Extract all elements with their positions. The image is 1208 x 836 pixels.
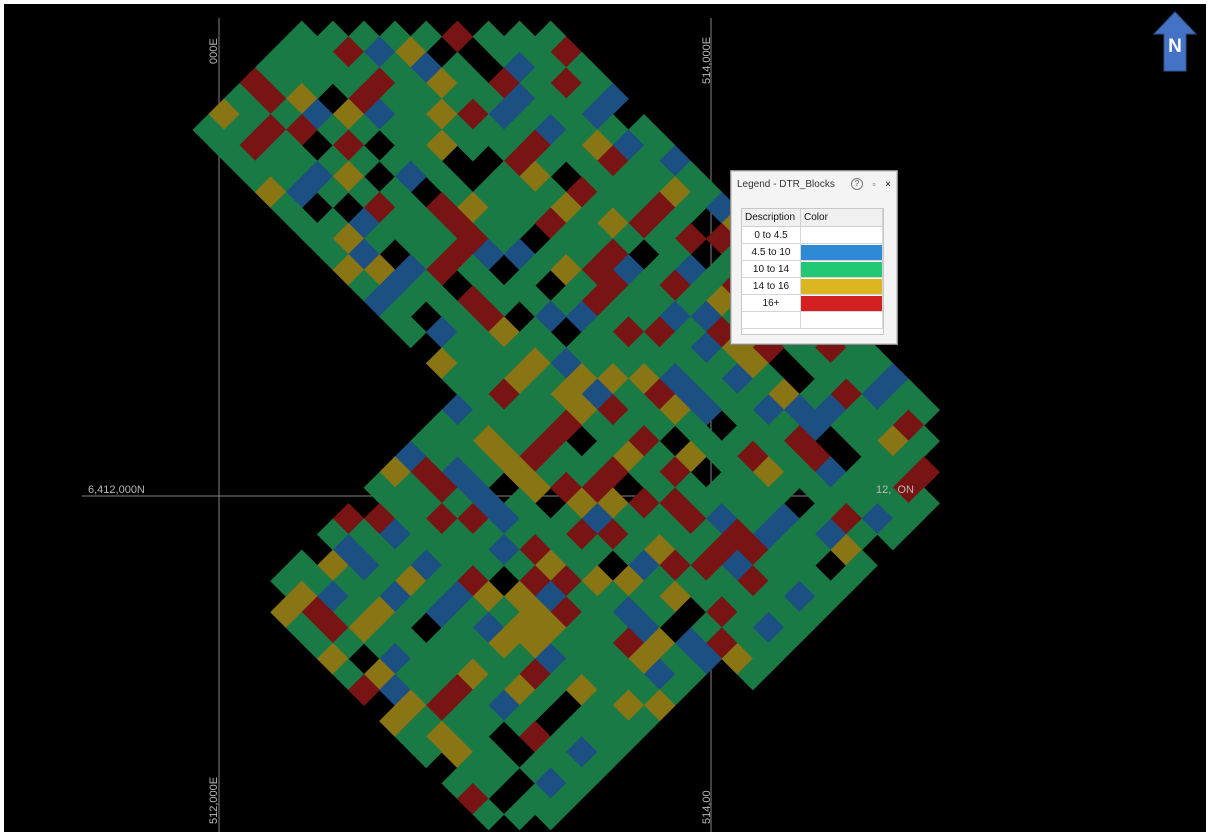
block-cell [348,674,380,707]
blocks-layer [192,20,940,831]
grid-label-easting-bottom-right: 514,00 [701,790,713,824]
help-icon[interactable]: ? [851,178,863,190]
legend-row-description: 0 to 4.5 [742,226,801,244]
grid-label-easting-top-left: 000E [208,38,220,64]
grid-label-easting-top-right: 514,000E [701,36,713,84]
block-cell [456,129,489,162]
legend-empty-cell [800,311,883,329]
legend-row: 10 to 14 [742,260,883,278]
legend-row-color [800,294,883,312]
legend-row-description: 10 to 14 [742,260,801,278]
legend-row-empty [742,311,883,329]
block-cell [534,798,567,831]
grid-label-easting-bottom-left: 512,000E [208,776,220,824]
legend-panel[interactable]: Legend - DTR_Blocks ? ▫ × Description Co… [730,170,898,345]
block-cell [441,20,474,53]
legend-swatch [801,227,882,243]
legend-row-color [800,226,883,244]
legend-row-color [800,243,883,261]
legend-table-container: Description Color 0 to 4.5 4.5 to 10 10 … [741,208,884,335]
legend-swatch [801,261,882,277]
block-cell [394,316,427,349]
legend-row-color [800,260,883,278]
block-cell [736,658,769,691]
legend-header-description: Description [742,209,801,227]
legend-row: 0 to 4.5 [742,226,883,244]
legend-row-color [800,277,883,295]
block-cell [316,176,349,209]
legend-swatch [801,278,882,294]
legend-row-description: 14 to 16 [742,277,801,295]
close-icon[interactable]: × [885,179,891,189]
float-window-icon[interactable]: ▫ [872,179,876,189]
north-arrow-label: N [1168,36,1182,57]
legend-swatch [801,295,882,311]
grid-label-northing-right: 12, ON [876,484,914,496]
block-model-map [82,18,940,832]
legend-row: 16+ [742,294,883,312]
legend-swatch [801,244,882,260]
block-cell [876,518,909,551]
legend-row: 14 to 16 [742,277,883,295]
legend-row: 4.5 to 10 [742,243,883,261]
legend-table: Description Color 0 to 4.5 4.5 to 10 10 … [742,209,883,329]
legend-empty-cell [742,311,801,329]
grid-label-northing-left: 6,412,000N [88,484,145,496]
legend-row-description: 4.5 to 10 [742,243,801,261]
legend-row-description: 16+ [742,294,801,312]
north-arrow: N [1152,10,1198,72]
block-cell [410,736,443,769]
legend-title: Legend - DTR_Blocks [737,179,835,190]
north-arrow-icon [1152,11,1198,72]
legend-header-color: Color [800,209,883,227]
legend-title-bar[interactable]: Legend - DTR_Blocks ? ▫ × [731,171,897,197]
map-viewport[interactable]: 000E 514,000E 512,000E 514,00 6,412,000N… [4,4,1206,832]
block-cell [472,798,505,831]
block-cell [503,798,536,831]
